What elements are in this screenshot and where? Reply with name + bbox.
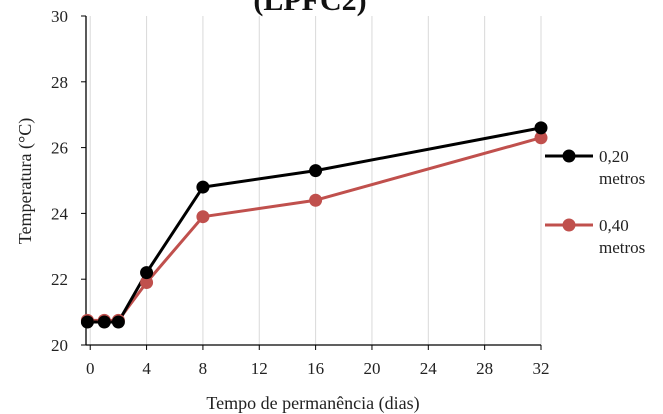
y-tick-labels: 20 22 24 26 28 30 [51, 7, 69, 355]
x-tick-label-7: 28 [476, 359, 493, 378]
y-tick-label-2: 24 [51, 204, 69, 223]
series-group [80, 121, 548, 329]
x-tick-label-4: 16 [307, 359, 324, 378]
chart-title: (LPFC2) [253, 0, 366, 17]
data-point-s1-4 [196, 210, 210, 224]
data-point-s0-6 [534, 121, 548, 135]
data-point-s0-5 [309, 164, 323, 178]
x-tick-labels: 0 4 8 12 16 20 24 28 32 [86, 359, 550, 378]
data-point-s0-2 [111, 315, 125, 329]
legend-label-0: 0,20 metros [599, 147, 645, 188]
y-tick-label-3: 26 [51, 139, 68, 158]
x-axis-label: Tempo de permanência (dias) [206, 393, 419, 414]
legend-label-1: 0,40 metros [599, 216, 645, 257]
y-axis-label: Temperatura (°C) [15, 118, 36, 244]
data-point-s1-5 [309, 193, 323, 207]
x-tick-label-1: 4 [142, 359, 151, 378]
y-tick-label-5: 30 [51, 7, 68, 26]
axes [81, 15, 542, 350]
y-tick-label-4: 28 [51, 73, 68, 92]
data-point-s0-1 [97, 315, 111, 329]
data-point-s1-3 [140, 275, 154, 289]
grid-lines [89, 16, 542, 345]
x-tick-label-2: 8 [199, 359, 208, 378]
data-point-s1-6 [534, 131, 548, 145]
legend: 0,20 metros 0,40 metros [545, 147, 645, 257]
legend-swatch-marker-0 [562, 149, 576, 163]
data-point-s0-0 [80, 315, 94, 329]
data-point-s0-3 [140, 266, 154, 280]
x-tick-label-5: 20 [363, 359, 380, 378]
x-tick-label-8: 32 [533, 359, 550, 378]
x-tick-label-6: 24 [420, 359, 438, 378]
data-point-s0-4 [196, 180, 210, 194]
y-tick-label-0: 20 [51, 336, 68, 355]
y-tick-label-1: 22 [51, 270, 68, 289]
x-tick-label-0: 0 [86, 359, 95, 378]
x-tick-label-3: 12 [251, 359, 268, 378]
legend-swatch-marker-1 [562, 218, 576, 232]
